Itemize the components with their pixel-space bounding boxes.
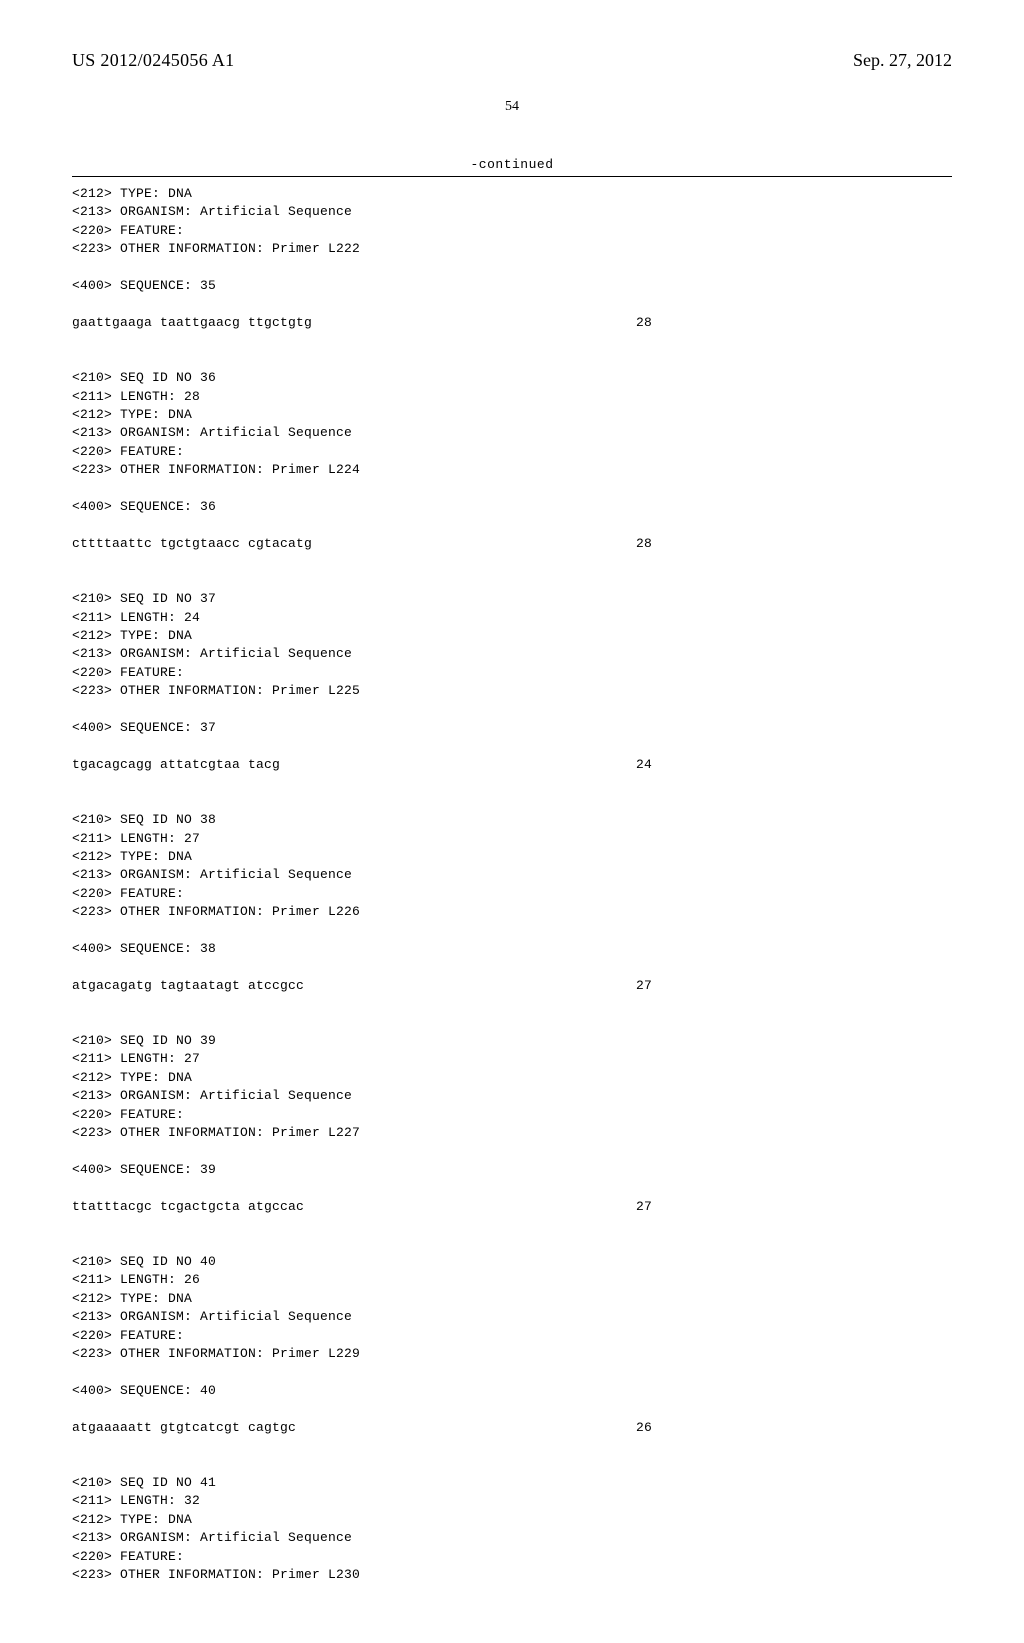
sequence-meta-line: <223> OTHER INFORMATION: Primer L224 [72,461,952,479]
sequence-count: 26 [612,1419,652,1437]
sequence-entry: <210> SEQ ID NO 38<211> LENGTH: 27<212> … [72,811,952,1014]
sequence-meta-line: <210> SEQ ID NO 39 [72,1032,952,1050]
sequence-listing: <212> TYPE: DNA<213> ORGANISM: Artificia… [72,185,952,1585]
page-header: US 2012/0245056 A1 Sep. 27, 2012 [72,50,952,71]
sequence-text: cttttaattc tgctgtaacc cgtacatg [72,535,612,553]
sequence-text: tgacagcagg attatcgtaa tacg [72,756,612,774]
sequence-header: <400> SEQUENCE: 39 [72,1161,952,1179]
sequence-text: atgaaaaatt gtgtcatcgt cagtgc [72,1419,612,1437]
sequence-meta-line: <213> ORGANISM: Artificial Sequence [72,203,952,221]
sequence-entry: <210> SEQ ID NO 39<211> LENGTH: 27<212> … [72,1032,952,1235]
blank-line [72,296,952,314]
sequence-header: <400> SEQUENCE: 37 [72,719,952,737]
blank-line [72,517,952,535]
blank-line [72,701,952,719]
blank-line [72,1401,952,1419]
sequence-meta-line: <223> OTHER INFORMATION: Primer L229 [72,1345,952,1363]
sequence-header: <400> SEQUENCE: 36 [72,498,952,516]
sequence-meta-line: <223> OTHER INFORMATION: Primer L222 [72,240,952,258]
sequence-entry: <210> SEQ ID NO 40<211> LENGTH: 26<212> … [72,1253,952,1456]
sequence-meta-line: <220> FEATURE: [72,664,952,682]
sequence-meta-line: <213> ORGANISM: Artificial Sequence [72,1087,952,1105]
page-number: 54 [72,99,952,115]
publication-number: US 2012/0245056 A1 [72,50,234,71]
blank-line [72,775,952,793]
sequence-meta-line: <220> FEATURE: [72,1548,952,1566]
sequence-meta-line: <210> SEQ ID NO 37 [72,590,952,608]
sequence-meta-line: <212> TYPE: DNA [72,1069,952,1087]
blank-line [72,738,952,756]
sequence-meta-line: <210> SEQ ID NO 41 [72,1474,952,1492]
sequence-entry: <210> SEQ ID NO 36<211> LENGTH: 28<212> … [72,369,952,572]
sequence-row: cttttaattc tgctgtaacc cgtacatg28 [72,535,952,553]
sequence-meta-line: <223> OTHER INFORMATION: Primer L226 [72,903,952,921]
sequence-meta-line: <213> ORGANISM: Artificial Sequence [72,1529,952,1547]
sequence-meta-line: <211> LENGTH: 32 [72,1492,952,1510]
sequence-count: 27 [612,1198,652,1216]
blank-line [72,480,952,498]
blank-line [72,1180,952,1198]
sequence-meta-line: <212> TYPE: DNA [72,627,952,645]
sequence-row: ttatttacgc tcgactgcta atgccac27 [72,1198,952,1216]
sequence-meta-line: <210> SEQ ID NO 38 [72,811,952,829]
sequence-meta-line: <220> FEATURE: [72,1106,952,1124]
sequence-count: 24 [612,756,652,774]
blank-line [72,1143,952,1161]
sequence-meta-line: <213> ORGANISM: Artificial Sequence [72,866,952,884]
sequence-meta-line: <212> TYPE: DNA [72,1290,952,1308]
continued-label: -continued [72,157,952,172]
blank-line [72,554,952,572]
sequence-row: tgacagcagg attatcgtaa tacg24 [72,756,952,774]
horizontal-rule [72,176,952,177]
sequence-meta-line: <210> SEQ ID NO 40 [72,1253,952,1271]
publication-date: Sep. 27, 2012 [853,50,952,71]
sequence-meta-line: <220> FEATURE: [72,443,952,461]
sequence-meta-line: <211> LENGTH: 26 [72,1271,952,1289]
sequence-meta-line: <223> OTHER INFORMATION: Primer L225 [72,682,952,700]
sequence-entry: <210> SEQ ID NO 37<211> LENGTH: 24<212> … [72,590,952,793]
sequence-meta-line: <211> LENGTH: 27 [72,830,952,848]
blank-line [72,333,952,351]
sequence-meta-line: <220> FEATURE: [72,885,952,903]
blank-line [72,1217,952,1235]
blank-line [72,922,952,940]
sequence-meta-line: <210> SEQ ID NO 36 [72,369,952,387]
sequence-text: gaattgaaga taattgaacg ttgctgtg [72,314,612,332]
sequence-text: atgacagatg tagtaatagt atccgcc [72,977,612,995]
sequence-row: gaattgaaga taattgaacg ttgctgtg28 [72,314,952,332]
sequence-count: 27 [612,977,652,995]
sequence-meta-line: <212> TYPE: DNA [72,1511,952,1529]
sequence-count: 28 [612,314,652,332]
blank-line [72,259,952,277]
sequence-meta-line: <223> OTHER INFORMATION: Primer L227 [72,1124,952,1142]
sequence-meta-line: <213> ORGANISM: Artificial Sequence [72,1308,952,1326]
sequence-meta-line: <211> LENGTH: 24 [72,609,952,627]
sequence-meta-line: <211> LENGTH: 27 [72,1050,952,1068]
sequence-meta-line: <220> FEATURE: [72,222,952,240]
page: US 2012/0245056 A1 Sep. 27, 2012 54 -con… [0,0,1024,1643]
sequence-meta-line: <212> TYPE: DNA [72,848,952,866]
sequence-meta-line: <223> OTHER INFORMATION: Primer L230 [72,1566,952,1584]
sequence-entry: <210> SEQ ID NO 41<211> LENGTH: 32<212> … [72,1474,952,1585]
sequence-meta-line: <220> FEATURE: [72,1327,952,1345]
blank-line [72,996,952,1014]
sequence-row: atgacagatg tagtaatagt atccgcc27 [72,977,952,995]
sequence-meta-line: <212> TYPE: DNA [72,185,952,203]
sequence-header: <400> SEQUENCE: 40 [72,1382,952,1400]
sequence-text: ttatttacgc tcgactgcta atgccac [72,1198,612,1216]
blank-line [72,1364,952,1382]
blank-line [72,1438,952,1456]
sequence-meta-line: <213> ORGANISM: Artificial Sequence [72,424,952,442]
sequence-header: <400> SEQUENCE: 38 [72,940,952,958]
sequence-meta-line: <211> LENGTH: 28 [72,388,952,406]
sequence-count: 28 [612,535,652,553]
blank-line [72,959,952,977]
sequence-meta-line: <213> ORGANISM: Artificial Sequence [72,645,952,663]
sequence-header: <400> SEQUENCE: 35 [72,277,952,295]
sequence-entry: <212> TYPE: DNA<213> ORGANISM: Artificia… [72,185,952,351]
sequence-row: atgaaaaatt gtgtcatcgt cagtgc26 [72,1419,952,1437]
sequence-meta-line: <212> TYPE: DNA [72,406,952,424]
